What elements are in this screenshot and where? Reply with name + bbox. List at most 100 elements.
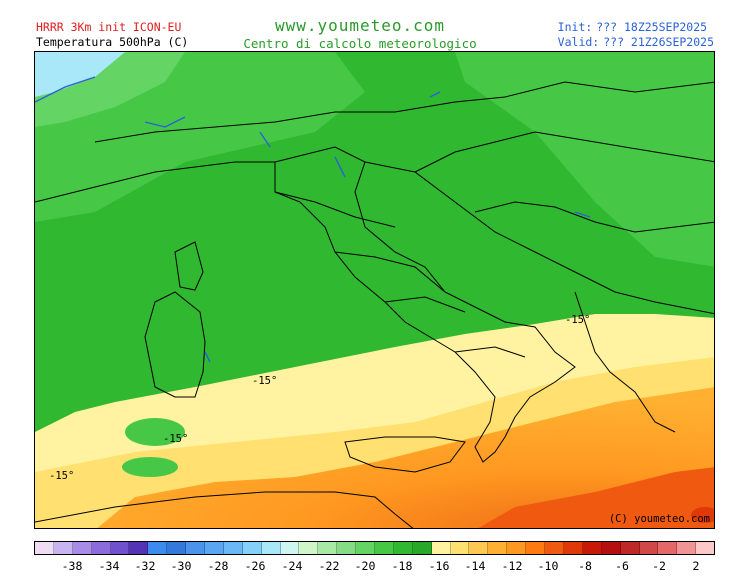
legend-color-30: [601, 542, 621, 554]
lake-1: [144, 116, 186, 128]
legend-color-1: [53, 542, 73, 554]
sardinia-coast: [144, 291, 206, 398]
variable-title: Temperatura 500hPa (C): [36, 35, 189, 49]
region-line-4: [454, 346, 526, 358]
legend-tick: -22: [318, 559, 340, 573]
alps-border: [94, 81, 714, 143]
legend-color-15: [318, 542, 338, 554]
legend-color-12: [261, 542, 281, 554]
lake-2: [259, 131, 271, 148]
legend-color-0: [35, 542, 54, 554]
legend-tick: -10: [537, 559, 559, 573]
valid-value: ??? 21Z26SEP2025: [603, 35, 714, 49]
field-green-patch-2: [122, 457, 178, 477]
valid-row: Valid:??? 21Z26SEP2025: [558, 35, 714, 50]
legend-color-11: [242, 542, 262, 554]
legend-ticks: -38 -34 -32 -30 -28 -26 -24 -22 -20 -18 -16 -14 -12-…: [34, 559, 715, 573]
header-center: www.youmeteo.com Centro di calcolo meteo…: [230, 16, 490, 51]
legend-color-18: [375, 542, 394, 554]
river-1: [35, 76, 96, 103]
africa-coast: [35, 491, 414, 528]
legend-tick: -18: [391, 559, 413, 573]
river-2: [334, 156, 346, 178]
balkan-coast: [364, 161, 714, 315]
init-row: Init:??? 18Z25SEP2025: [558, 20, 714, 35]
hungary-border: [414, 131, 714, 173]
region-line-3: [384, 296, 466, 313]
site-subtitle: Centro di calcolo meteorologico: [243, 36, 477, 51]
legend-tick: -34: [98, 559, 120, 573]
lake-3: [429, 91, 441, 98]
legend-tick: -8: [578, 559, 592, 573]
legend-color-6: [148, 542, 168, 554]
lake-4: [574, 211, 591, 218]
greece-coast: [574, 291, 676, 433]
legend-tick: -16: [428, 559, 450, 573]
init-value: ??? 18Z25SEP2025: [596, 20, 708, 34]
legend-color-4: [110, 542, 130, 554]
field-cold-patch: [35, 52, 125, 97]
field-dark-orange: [478, 467, 714, 528]
legend-color-17: [356, 542, 376, 554]
legend-color-2: [72, 542, 92, 554]
legend-tick: -6: [615, 559, 629, 573]
contour-label-3: -15°: [49, 470, 75, 482]
legend-color-14: [299, 542, 319, 554]
legend-color-13: [280, 542, 300, 554]
field-light-green-east: [455, 52, 714, 267]
region-line: [274, 191, 396, 228]
legend-color-33: [658, 542, 678, 554]
lake-5: [204, 351, 211, 363]
legend-tick: -28: [207, 559, 229, 573]
legend-color-32: [639, 542, 659, 554]
france-border: [35, 161, 275, 203]
init-label: Init:: [557, 20, 593, 34]
legend-color-16: [337, 542, 357, 554]
italy-coast: [274, 146, 576, 463]
legend-tick: -24: [281, 559, 303, 573]
copyright: (C) youmeteo.com: [608, 513, 710, 525]
legend-color-24: [488, 542, 508, 554]
site-url[interactable]: www.youmeteo.com: [274, 16, 446, 35]
contour-label-1: -15°: [252, 375, 278, 387]
legend-color-27: [545, 542, 564, 554]
contour-label-2: -15°: [163, 433, 189, 445]
legend-tick: 2: [692, 559, 700, 573]
sicily-coast: [344, 436, 466, 473]
legend-color-35: [696, 542, 715, 554]
valid-label: Valid:: [557, 35, 600, 49]
map-canvas: [35, 52, 714, 528]
legend-tick: -12: [501, 559, 523, 573]
color-legend: [34, 541, 715, 555]
legend-color-23: [469, 542, 489, 554]
legend-color-19: [393, 542, 413, 554]
legend-tick: -14: [464, 559, 486, 573]
legend-color-9: [205, 542, 224, 554]
corsica-coast: [174, 241, 204, 291]
field-green-patch: [125, 418, 185, 446]
legend-color-26: [526, 542, 546, 554]
legend-tick: -38: [61, 559, 83, 573]
legend-color-22: [450, 542, 470, 554]
legend-color-28: [563, 542, 583, 554]
legend-color-8: [186, 542, 206, 554]
serbia-border: [474, 201, 714, 233]
legend-color-25: [507, 542, 527, 554]
legend-color-31: [620, 542, 640, 554]
legend-tick: -30: [170, 559, 192, 573]
contour-label-4: -15°: [565, 314, 591, 326]
legend-color-34: [677, 542, 697, 554]
water-features: [35, 76, 591, 363]
legend-color-29: [582, 542, 602, 554]
temperature-map: -15° -15° -15° -15° (C) youmeteo.com: [34, 51, 715, 529]
header-left: HRRR 3Km init ICON-EU Temperatura 500hPa…: [36, 20, 188, 50]
legend-color-3: [91, 542, 111, 554]
legend-tick: -26: [244, 559, 266, 573]
model-title: HRRR 3Km init ICON-EU: [36, 20, 182, 34]
legend-color-20: [412, 542, 432, 554]
legend-tick: -32: [134, 559, 156, 573]
legend-color-5: [129, 542, 149, 554]
legend-color-21: [431, 542, 451, 554]
legend-color-7: [167, 542, 187, 554]
region-line-2: [334, 251, 446, 293]
